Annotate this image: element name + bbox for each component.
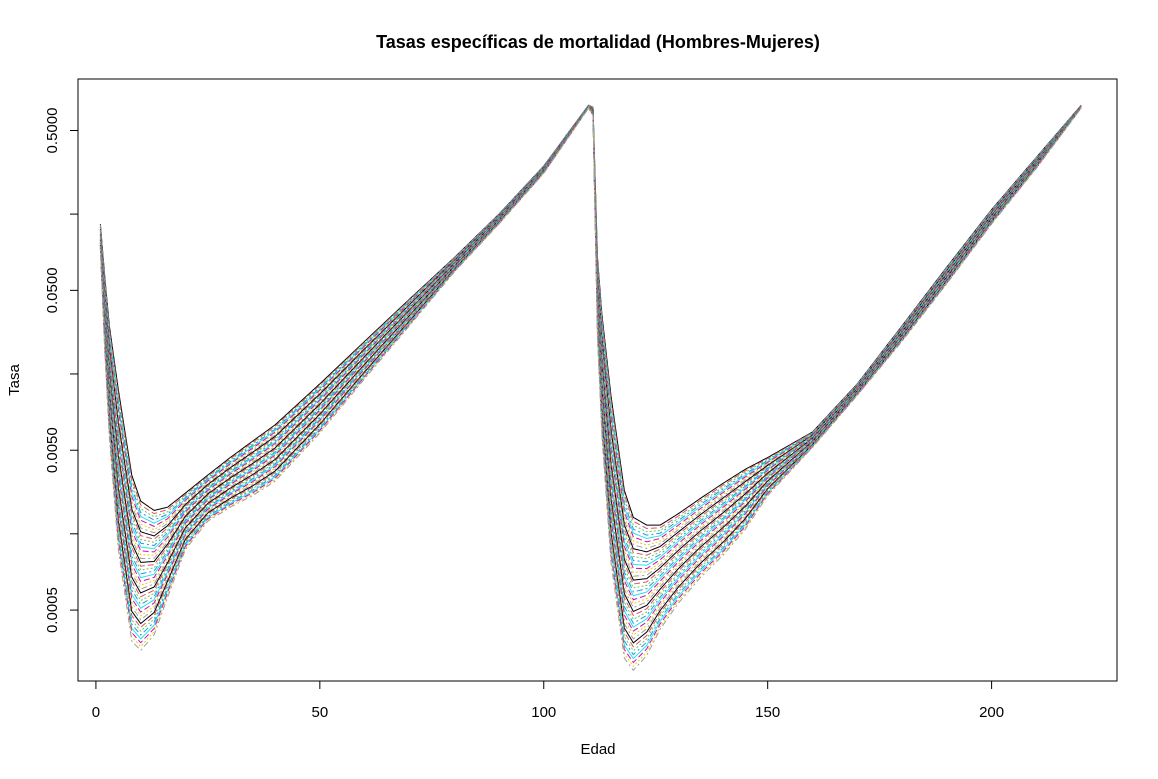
series-line: [99, 106, 1082, 613]
series-line: [99, 106, 1082, 624]
series-line: [99, 106, 1082, 644]
x-axis: 0 50 100 150 200: [92, 680, 1004, 721]
series-line: [99, 105, 1082, 593]
series-line: [99, 105, 1082, 573]
series-line: [99, 106, 1082, 652]
series-line: [99, 104, 1082, 526]
series-line: [99, 106, 1082, 609]
series-line: [99, 104, 1082, 529]
series-line: [99, 107, 1082, 668]
y-axis-label: Tasa: [6, 364, 23, 396]
series-line: [99, 105, 1082, 597]
x-axis-label: Edad: [580, 741, 615, 758]
x-tick-label: 100: [531, 704, 556, 721]
y-tick-label: 0.5000: [44, 108, 61, 154]
series-line: [99, 105, 1082, 585]
series-line: [99, 104, 1082, 533]
plot-frame: [77, 78, 1118, 682]
series-line: [99, 105, 1082, 566]
series-line: [99, 105, 1082, 550]
x-tick-label: 200: [979, 704, 1004, 721]
series-curves: [99, 104, 1082, 672]
series-line: [99, 105, 1082, 589]
series-line: [99, 105, 1082, 563]
y-tick-label: 0.0500: [44, 267, 61, 313]
series-line: [99, 106, 1082, 640]
y-tick-label: 0.0005: [44, 587, 61, 633]
series-line: [99, 105, 1082, 577]
y-axis: 0.0005 0.0050 0.0500 0.5000: [44, 108, 79, 633]
series-line: [99, 105, 1082, 560]
chart-title: Tasas específicas de mortalidad (Hombres…: [376, 32, 820, 52]
series-line: [99, 107, 1082, 672]
x-tick-label: 50: [311, 704, 328, 721]
series-line: [99, 104, 1082, 536]
y-tick-label: 0.0050: [44, 427, 61, 473]
series-line: [99, 106, 1082, 636]
series-line: [99, 106, 1082, 605]
series-line: [99, 105, 1082, 570]
series-line: [99, 105, 1082, 601]
series-line: [99, 106, 1082, 628]
series-line: [99, 107, 1082, 660]
series-line: [99, 107, 1082, 664]
x-tick-label: 0: [92, 704, 100, 721]
series-line: [99, 106, 1082, 617]
x-tick-label: 150: [755, 704, 780, 721]
series-line: [99, 106, 1082, 632]
series-line: [99, 106, 1082, 656]
series-line: [99, 105, 1082, 581]
series-line: [99, 106, 1082, 648]
series-line: [99, 106, 1082, 621]
